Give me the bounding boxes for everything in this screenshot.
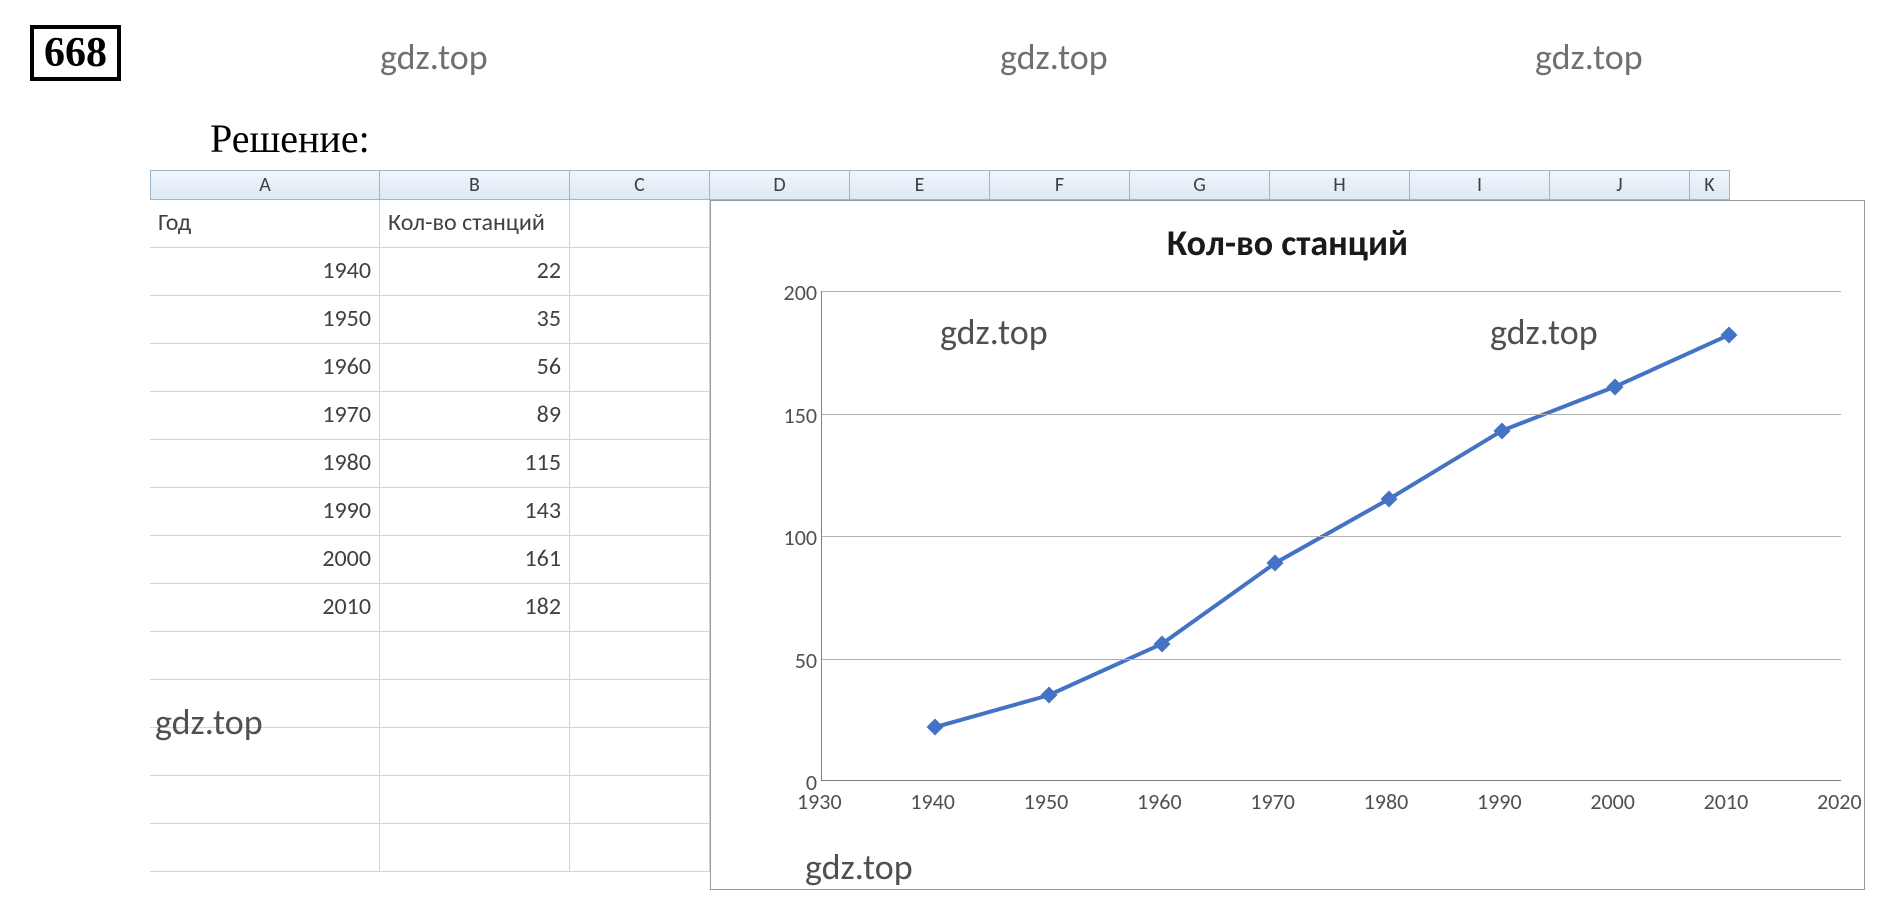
col-header-A[interactable]: A <box>150 170 380 200</box>
cell[interactable]: 1940 <box>150 248 380 296</box>
gridline <box>822 414 1841 415</box>
gridline <box>822 536 1841 537</box>
chart[interactable]: Кол-во станций 0501001502001930194019501… <box>710 200 1865 890</box>
solution-label: Решение: <box>210 115 370 162</box>
problem-number: 668 <box>30 25 121 81</box>
cell[interactable]: 1950 <box>150 296 380 344</box>
gridline <box>822 659 1841 660</box>
cell[interactable]: 2010 <box>150 584 380 632</box>
watermark: gdz.top <box>380 35 488 79</box>
cell[interactable]: 35 <box>380 296 570 344</box>
watermark: gdz.top <box>1000 35 1108 79</box>
chart-line <box>935 335 1728 727</box>
cell[interactable] <box>570 248 710 296</box>
col-header-J[interactable]: J <box>1550 170 1690 200</box>
empty-grid <box>150 632 710 872</box>
spreadsheet: A B C D E F G H I J K Год Кол-во станций… <box>150 170 1870 632</box>
cell[interactable] <box>570 488 710 536</box>
col-header-E[interactable]: E <box>850 170 990 200</box>
cell[interactable] <box>150 776 380 824</box>
x-axis-label: 1990 <box>1477 788 1522 815</box>
cell[interactable] <box>380 776 570 824</box>
cell[interactable] <box>570 824 710 872</box>
cell[interactable] <box>570 200 710 248</box>
y-axis-label: 150 <box>772 402 817 429</box>
cell[interactable] <box>570 344 710 392</box>
cell[interactable] <box>380 680 570 728</box>
cell[interactable]: Кол-во станций <box>380 200 570 248</box>
cell[interactable] <box>570 584 710 632</box>
cell[interactable]: 143 <box>380 488 570 536</box>
gridline <box>822 291 1841 292</box>
cell[interactable]: 115 <box>380 440 570 488</box>
watermark: gdz.top <box>805 845 913 889</box>
cell[interactable] <box>570 392 710 440</box>
y-axis-label: 100 <box>772 524 817 551</box>
col-header-B[interactable]: B <box>380 170 570 200</box>
cell[interactable] <box>570 776 710 824</box>
x-axis-label: 1950 <box>1024 788 1069 815</box>
cell[interactable] <box>150 824 380 872</box>
cell[interactable] <box>570 536 710 584</box>
col-header-I[interactable]: I <box>1410 170 1550 200</box>
cell[interactable]: 56 <box>380 344 570 392</box>
chart-title: Кол-во станций <box>711 201 1864 265</box>
chart-plot-area: 0501001502001930194019501960197019801990… <box>781 291 1841 821</box>
x-axis-label: 1970 <box>1250 788 1295 815</box>
watermark: gdz.top <box>940 310 1048 354</box>
cell[interactable] <box>380 728 570 776</box>
cell[interactable]: 1960 <box>150 344 380 392</box>
y-axis-label: 200 <box>772 279 817 306</box>
cell[interactable] <box>570 296 710 344</box>
x-axis-label: 2000 <box>1590 788 1635 815</box>
col-header-C[interactable]: C <box>570 170 710 200</box>
x-axis-label: 1960 <box>1137 788 1182 815</box>
cell[interactable]: 2000 <box>150 536 380 584</box>
x-axis-label: 1930 <box>797 788 842 815</box>
cell[interactable]: 1990 <box>150 488 380 536</box>
col-header-H[interactable]: H <box>1270 170 1410 200</box>
cell[interactable] <box>380 632 570 680</box>
cell[interactable]: 182 <box>380 584 570 632</box>
watermark: gdz.top <box>155 700 263 744</box>
cell[interactable]: 22 <box>380 248 570 296</box>
col-header-G[interactable]: G <box>1130 170 1270 200</box>
cell[interactable] <box>150 632 380 680</box>
cell[interactable]: 89 <box>380 392 570 440</box>
col-header-D[interactable]: D <box>710 170 850 200</box>
cell[interactable] <box>380 824 570 872</box>
cell[interactable] <box>570 440 710 488</box>
cell[interactable]: 1970 <box>150 392 380 440</box>
col-header-F[interactable]: F <box>990 170 1130 200</box>
watermark: gdz.top <box>1535 35 1643 79</box>
cell[interactable]: 161 <box>380 536 570 584</box>
col-header-K[interactable]: K <box>1690 170 1730 200</box>
cell[interactable] <box>570 728 710 776</box>
x-axis-label: 2010 <box>1704 788 1749 815</box>
x-axis-label: 1940 <box>910 788 955 815</box>
watermark: gdz.top <box>1490 310 1598 354</box>
column-headers-row: A B C D E F G H I J K <box>150 170 1870 200</box>
plot-area: 0501001502001930194019501960197019801990… <box>821 291 1841 781</box>
cell[interactable]: Год <box>150 200 380 248</box>
x-axis-label: 2020 <box>1817 788 1862 815</box>
y-axis-label: 50 <box>772 647 817 674</box>
cell[interactable]: 1980 <box>150 440 380 488</box>
cell[interactable] <box>570 632 710 680</box>
cell[interactable] <box>570 680 710 728</box>
x-axis-label: 1980 <box>1364 788 1409 815</box>
